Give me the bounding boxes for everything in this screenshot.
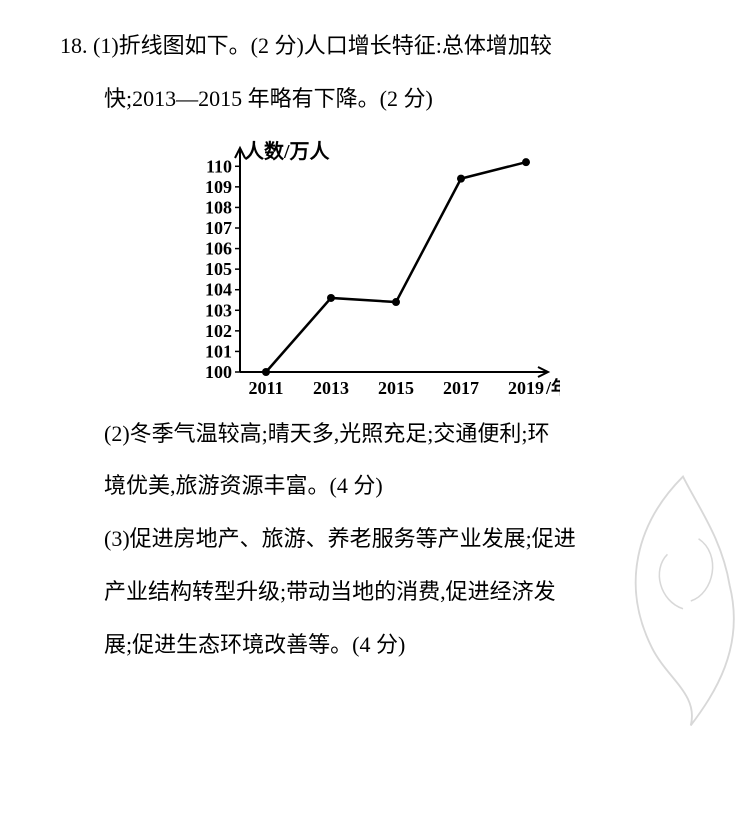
svg-text:103: 103 bbox=[205, 300, 232, 320]
q18-part3-line3: 展;促进生态环境改善等。(4 分) bbox=[60, 619, 703, 672]
part3-text-a: (3)促进房地产、旅游、养老服务等产业发展;促进 bbox=[104, 526, 576, 551]
q18-part1-line2: 快;2013—2015 年略有下降。(2 分) bbox=[60, 73, 703, 126]
q18-part3-line1: (3)促进房地产、旅游、养老服务等产业发展;促进 bbox=[60, 513, 703, 566]
q18-part2-line1: (2)冬季气温较高;晴天多,光照充足;交通便利;环 bbox=[60, 408, 703, 461]
svg-text:107: 107 bbox=[205, 218, 232, 238]
q18-part2-line2: 境优美,旅游资源丰富。(4 分) bbox=[60, 460, 703, 513]
svg-text:108: 108 bbox=[205, 197, 232, 217]
svg-text:2017: 2017 bbox=[443, 378, 479, 398]
part1-text-a: (1)折线图如下。(2 分)人口增长特征:总体增加较 bbox=[93, 33, 552, 58]
svg-text:100: 100 bbox=[205, 362, 232, 382]
svg-text:106: 106 bbox=[205, 238, 232, 258]
svg-text:2019: 2019 bbox=[508, 378, 544, 398]
chart-svg: 100101102103104105106107108109110 2011 201… bbox=[180, 132, 560, 402]
part1-text-b: 快;2013—2015 年略有下降。(2 分) bbox=[104, 86, 433, 111]
svg-text:104: 104 bbox=[205, 279, 232, 299]
svg-text:102: 102 bbox=[205, 320, 232, 340]
part2-text-a: (2)冬季气温较高;晴天多,光照充足;交通便利;环 bbox=[104, 421, 550, 446]
question-number: 18. bbox=[60, 33, 88, 58]
part3-text-b: 产业结构转型升级;带动当地的消费,促进经济发 bbox=[104, 579, 556, 604]
svg-text:101: 101 bbox=[205, 341, 232, 361]
svg-text:2015: 2015 bbox=[378, 378, 414, 398]
svg-text:110: 110 bbox=[206, 156, 232, 176]
q18-part1-line1: 18. (1)折线图如下。(2 分)人口增长特征:总体增加较 bbox=[60, 20, 703, 73]
svg-text:109: 109 bbox=[205, 176, 232, 196]
part2-text-b: 境优美,旅游资源丰富。(4 分) bbox=[104, 473, 383, 498]
population-line-chart: 人数/万人 1001011021031041051061071081091102… bbox=[180, 132, 560, 402]
part3-text-c: 展;促进生态环境改善等。(4 分) bbox=[104, 632, 405, 657]
q18-part3-line2: 产业结构转型升级;带动当地的消费,促进经济发 bbox=[60, 566, 703, 619]
svg-text:105: 105 bbox=[205, 259, 232, 279]
svg-text:/年份: /年份 bbox=[545, 377, 560, 398]
svg-text:2011: 2011 bbox=[248, 378, 283, 398]
svg-text:2013: 2013 bbox=[313, 378, 349, 398]
y-axis-title: 人数/万人 bbox=[244, 128, 330, 176]
